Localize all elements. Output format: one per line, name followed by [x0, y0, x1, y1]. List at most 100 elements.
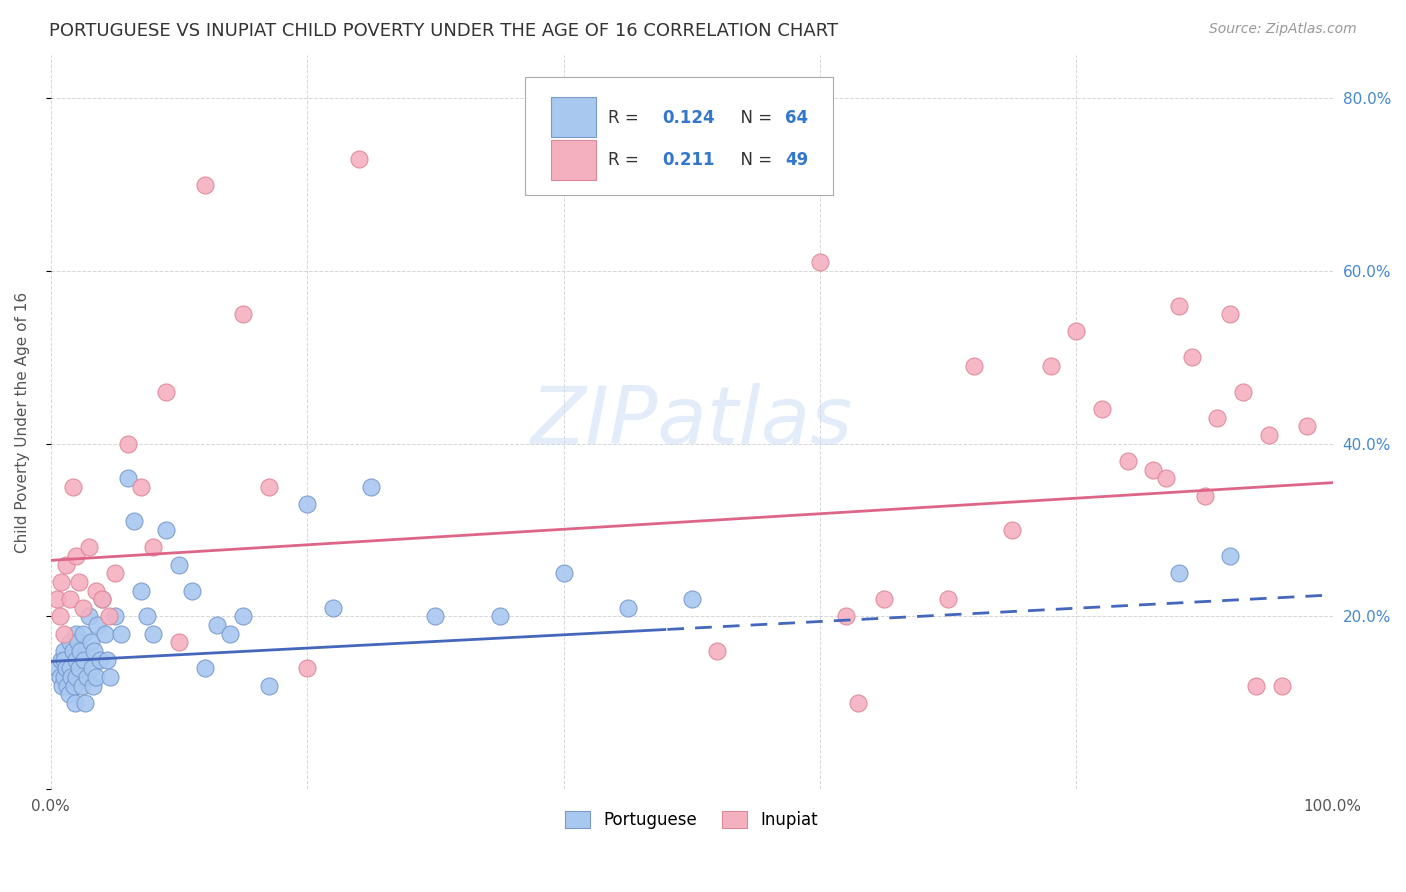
Point [553, 566, 575, 581]
Text: N =: N = [730, 151, 778, 169]
Point [110, 627, 132, 641]
Point [49, 574, 72, 589]
Point [122, 515, 145, 529]
Point [873, 592, 896, 607]
Point [98, 670, 121, 684]
Point [62, 480, 84, 494]
Point [65, 653, 87, 667]
Text: Source: ZipAtlas.com: Source: ZipAtlas.com [1209, 22, 1357, 37]
Point [83, 644, 105, 658]
Point [425, 609, 447, 624]
Point [1296, 419, 1319, 434]
Point [62, 644, 84, 658]
Text: 0.124: 0.124 [662, 109, 714, 127]
Point [360, 480, 382, 494]
Text: 64: 64 [786, 109, 808, 127]
Point [65, 670, 87, 684]
Point [51, 679, 73, 693]
Point [1168, 299, 1191, 313]
Point [1066, 325, 1088, 339]
Point [936, 592, 959, 607]
Point [91, 592, 114, 607]
Point [58, 687, 80, 701]
Point [129, 480, 152, 494]
Point [1219, 307, 1241, 321]
Point [257, 480, 280, 494]
Point [616, 600, 638, 615]
Point [257, 679, 280, 693]
Point [49, 609, 72, 624]
Point [848, 696, 870, 710]
Point [142, 627, 165, 641]
Point [73, 653, 96, 667]
Text: R =: R = [609, 109, 644, 127]
Point [104, 609, 127, 624]
Point [84, 583, 107, 598]
Point [1270, 679, 1292, 693]
Point [1206, 410, 1229, 425]
Point [76, 670, 98, 684]
Point [1116, 454, 1139, 468]
Point [180, 583, 202, 598]
Point [1219, 549, 1241, 563]
Point [75, 696, 97, 710]
Point [1232, 384, 1254, 399]
Point [96, 653, 118, 667]
Point [49, 670, 72, 684]
Point [1194, 489, 1216, 503]
Point [104, 566, 127, 581]
Bar [551, 97, 596, 137]
Point [72, 627, 94, 641]
Point [56, 679, 79, 693]
Legend: Portuguese, Inupiat: Portuguese, Inupiat [558, 805, 825, 836]
Point [66, 635, 89, 649]
Point [70, 679, 93, 693]
Point [129, 583, 152, 598]
Point [59, 592, 82, 607]
Point [1154, 471, 1177, 485]
Point [63, 696, 86, 710]
Point [322, 600, 344, 615]
Point [46, 592, 69, 607]
Point [82, 679, 104, 693]
Point [1168, 566, 1191, 581]
Point [55, 558, 77, 572]
Text: N =: N = [730, 109, 778, 127]
Point [46, 661, 69, 675]
Point [834, 609, 856, 624]
Point [194, 178, 217, 192]
Point [52, 627, 75, 641]
Point [93, 627, 115, 641]
Point [91, 592, 114, 607]
Point [79, 541, 101, 555]
Point [167, 558, 190, 572]
Text: ZIPatlas: ZIPatlas [530, 384, 853, 461]
Point [65, 627, 87, 641]
Point [84, 670, 107, 684]
Point [232, 307, 254, 321]
Point [297, 661, 319, 675]
Point [52, 670, 75, 684]
Point [63, 679, 86, 693]
Point [117, 471, 139, 485]
Y-axis label: Child Poverty Under the Age of 16: Child Poverty Under the Age of 16 [15, 292, 30, 553]
Text: R =: R = [609, 151, 644, 169]
Text: 49: 49 [786, 151, 808, 169]
Point [219, 627, 242, 641]
Point [79, 635, 101, 649]
Point [1142, 463, 1164, 477]
Point [142, 541, 165, 555]
Point [60, 670, 83, 684]
Point [49, 653, 72, 667]
Point [97, 609, 120, 624]
Point [55, 661, 77, 675]
Point [86, 618, 108, 632]
Point [67, 574, 90, 589]
Point [207, 618, 229, 632]
Point [1091, 402, 1114, 417]
Bar [551, 139, 596, 180]
Point [52, 644, 75, 658]
Point [67, 661, 90, 675]
Point [1181, 351, 1204, 365]
Point [52, 653, 75, 667]
